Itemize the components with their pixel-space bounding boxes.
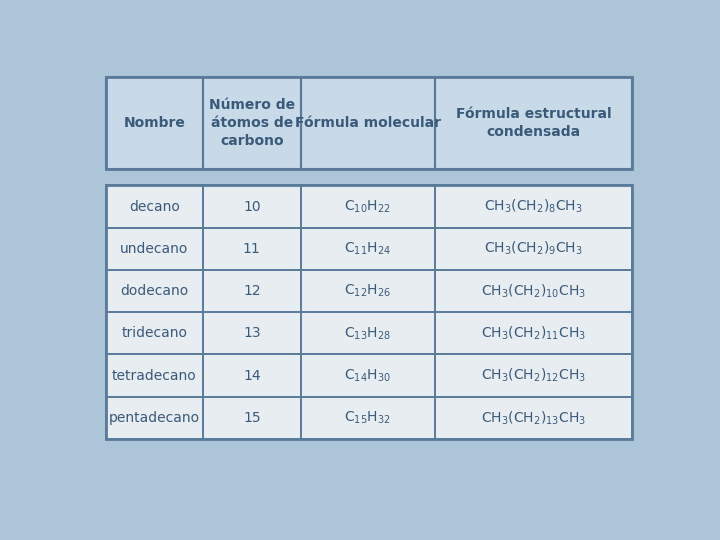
Bar bbox=[435, 228, 632, 270]
Bar bbox=[106, 397, 203, 439]
Text: 11: 11 bbox=[243, 242, 261, 256]
Bar bbox=[300, 228, 435, 270]
Bar bbox=[106, 185, 203, 228]
Bar bbox=[203, 185, 300, 228]
Bar bbox=[435, 77, 632, 168]
Bar bbox=[106, 77, 632, 168]
Text: CH$_3$(CH$_2$)$_8$CH$_3$: CH$_3$(CH$_2$)$_8$CH$_3$ bbox=[484, 198, 583, 215]
Bar bbox=[106, 185, 203, 228]
Text: C$_{13}$H$_{28}$: C$_{13}$H$_{28}$ bbox=[344, 325, 391, 341]
Bar bbox=[106, 270, 203, 312]
Text: pentadecano: pentadecano bbox=[109, 411, 200, 425]
Text: dodecano: dodecano bbox=[120, 284, 189, 298]
Text: CH$_3$(CH$_2$)$_{13}$CH$_3$: CH$_3$(CH$_2$)$_{13}$CH$_3$ bbox=[481, 409, 586, 427]
Text: tridecano: tridecano bbox=[122, 326, 187, 340]
Text: C$_{12}$H$_{26}$: C$_{12}$H$_{26}$ bbox=[344, 283, 391, 299]
Bar bbox=[435, 185, 632, 228]
Text: 15: 15 bbox=[243, 411, 261, 425]
Bar bbox=[435, 312, 632, 354]
Bar bbox=[203, 77, 300, 168]
Text: C$_{11}$H$_{24}$: C$_{11}$H$_{24}$ bbox=[344, 241, 391, 257]
Bar bbox=[435, 312, 632, 354]
Bar bbox=[203, 228, 300, 270]
Text: C$_{14}$H$_{30}$: C$_{14}$H$_{30}$ bbox=[344, 367, 391, 384]
Text: 14: 14 bbox=[243, 369, 261, 383]
Bar bbox=[106, 397, 203, 439]
Bar bbox=[203, 397, 300, 439]
Bar bbox=[435, 397, 632, 439]
Text: Nombre: Nombre bbox=[123, 116, 185, 130]
Bar bbox=[435, 185, 632, 228]
Bar bbox=[106, 354, 203, 397]
Bar bbox=[300, 397, 435, 439]
Bar bbox=[435, 354, 632, 397]
Text: CH$_3$(CH$_2$)$_{11}$CH$_3$: CH$_3$(CH$_2$)$_{11}$CH$_3$ bbox=[481, 325, 586, 342]
Bar bbox=[300, 312, 435, 354]
Text: C$_{15}$H$_{32}$: C$_{15}$H$_{32}$ bbox=[344, 410, 391, 426]
Text: 12: 12 bbox=[243, 284, 261, 298]
Text: Fórmula estructural
condensada: Fórmula estructural condensada bbox=[456, 107, 611, 139]
Text: decano: decano bbox=[129, 199, 180, 213]
Text: Número de
átomos de
carbono: Número de átomos de carbono bbox=[209, 98, 295, 148]
Bar bbox=[435, 270, 632, 312]
Bar bbox=[300, 354, 435, 397]
Bar bbox=[435, 228, 632, 270]
Text: C$_{10}$H$_{22}$: C$_{10}$H$_{22}$ bbox=[344, 198, 391, 215]
Bar bbox=[203, 354, 300, 397]
Bar bbox=[300, 77, 435, 168]
Bar bbox=[106, 228, 203, 270]
Bar bbox=[300, 312, 435, 354]
Text: tetradecano: tetradecano bbox=[112, 369, 197, 383]
Bar bbox=[435, 397, 632, 439]
Bar bbox=[106, 354, 203, 397]
Bar bbox=[300, 270, 435, 312]
Bar bbox=[203, 354, 300, 397]
Bar bbox=[300, 397, 435, 439]
Bar bbox=[106, 312, 203, 354]
Bar bbox=[300, 270, 435, 312]
Bar bbox=[300, 354, 435, 397]
Bar bbox=[435, 354, 632, 397]
Bar bbox=[106, 228, 203, 270]
Bar bbox=[106, 77, 203, 168]
Text: undecano: undecano bbox=[120, 242, 189, 256]
Bar bbox=[203, 228, 300, 270]
Bar bbox=[203, 397, 300, 439]
Text: CH$_3$(CH$_2$)$_{10}$CH$_3$: CH$_3$(CH$_2$)$_{10}$CH$_3$ bbox=[481, 282, 586, 300]
Bar bbox=[203, 270, 300, 312]
Bar bbox=[106, 270, 203, 312]
Bar bbox=[300, 185, 435, 228]
Text: Fórmula molecular: Fórmula molecular bbox=[294, 116, 441, 130]
Bar bbox=[203, 312, 300, 354]
Text: 13: 13 bbox=[243, 326, 261, 340]
Bar bbox=[106, 185, 632, 439]
Text: 10: 10 bbox=[243, 199, 261, 213]
Bar bbox=[300, 185, 435, 228]
Bar bbox=[203, 77, 300, 168]
Bar bbox=[300, 77, 435, 168]
Text: CH$_3$(CH$_2$)$_9$CH$_3$: CH$_3$(CH$_2$)$_9$CH$_3$ bbox=[484, 240, 583, 258]
Text: CH$_3$(CH$_2$)$_{12}$CH$_3$: CH$_3$(CH$_2$)$_{12}$CH$_3$ bbox=[481, 367, 586, 384]
Bar bbox=[203, 270, 300, 312]
Bar bbox=[106, 77, 203, 168]
Bar bbox=[106, 312, 203, 354]
Bar bbox=[300, 228, 435, 270]
Bar bbox=[203, 185, 300, 228]
Bar bbox=[435, 77, 632, 168]
Bar bbox=[203, 312, 300, 354]
Bar bbox=[435, 270, 632, 312]
